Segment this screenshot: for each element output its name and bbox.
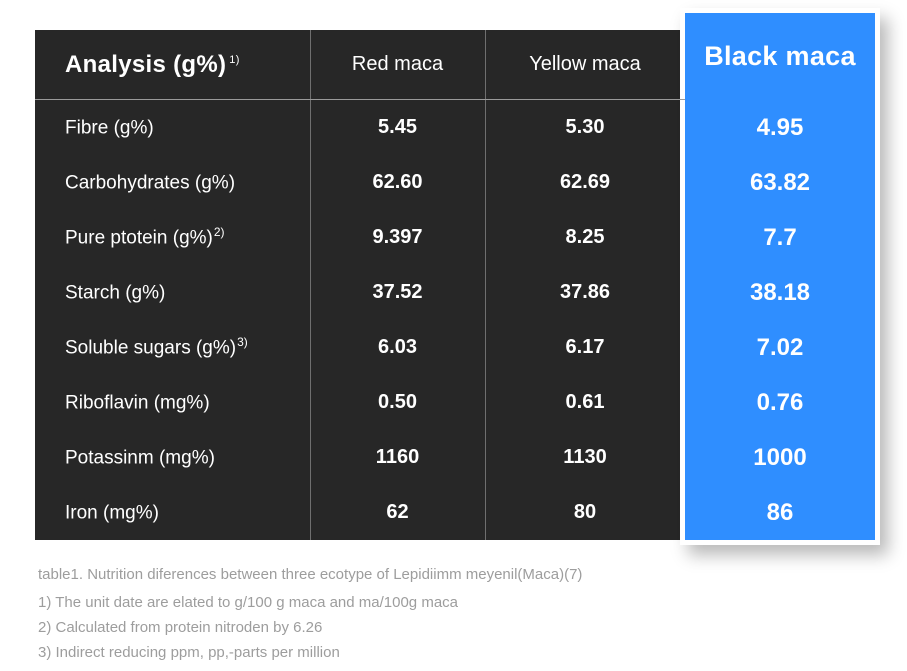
table-row: Starch (g%) 37.52 37.86	[35, 265, 685, 320]
footnote-2: 2) Calculated from protein nitroden by 6…	[38, 619, 323, 636]
table-caption: table1. Nutrition diferences between thr…	[38, 566, 583, 583]
analysis-footnote-marker: 1)	[229, 53, 240, 66]
black-maca-value: 63.82	[749, 168, 811, 196]
red-maca-column-header: Red maca	[351, 53, 444, 75]
red-maca-value: 6.03	[378, 336, 417, 358]
table-row: Riboflavin (mg%) 0.50 0.61	[35, 375, 685, 430]
table-row: Fibre (g%) 5.45 5.30	[35, 100, 685, 155]
column-divider	[310, 30, 311, 540]
row-label: Iron (mg%)	[65, 502, 159, 524]
yellow-maca-column-header: Yellow maca	[529, 53, 641, 75]
red-maca-value: 9.397	[372, 226, 423, 248]
red-maca-value: 1160	[375, 446, 420, 468]
yellow-maca-value: 6.17	[565, 336, 605, 358]
red-maca-value: 62.60	[372, 171, 423, 193]
row-label: Starch (g%)	[65, 282, 166, 304]
footnote-3: 3) Indirect reducing ppm, pp,-parts per …	[38, 644, 340, 661]
red-maca-value: 5.45	[378, 116, 417, 138]
row-label: Pure ptotein (g%)2)	[65, 225, 225, 249]
row-label: Fibre (g%)	[65, 117, 154, 139]
yellow-maca-value: 8.25	[565, 226, 605, 248]
footnotes-block: table1. Nutrition diferences between thr…	[38, 566, 858, 669]
analysis-header-label: Analysis (g%)	[65, 50, 227, 78]
black-maca-column-header: Black maca	[704, 41, 856, 71]
row-label: Potassinm (mg%)	[65, 447, 215, 469]
row-label: Soluble sugars (g%)3)	[65, 335, 248, 359]
yellow-maca-value: 80	[573, 501, 597, 523]
table-row: Pure ptotein (g%)2) 9.397 8.25	[35, 210, 685, 265]
footnote-marker: 2)	[213, 225, 225, 240]
footnote-1: 1) The unit date are elated to g/100 g m…	[38, 594, 458, 611]
table-row: Iron (mg%) 62 80	[35, 485, 685, 540]
table-header-row: Analysis (g%) 1) Red maca Yellow maca	[35, 30, 685, 100]
yellow-maca-value: 37.86	[559, 281, 611, 303]
analysis-column-header: Analysis (g%) 1)	[35, 51, 310, 79]
nutrition-table: Analysis (g%) 1) Red maca Yellow maca Fib…	[35, 30, 685, 540]
table-row: Soluble sugars (g%)3) 6.03 6.17	[35, 320, 685, 375]
yellow-maca-value: 62.69	[559, 171, 611, 193]
black-maca-value: 0.76	[756, 388, 804, 416]
black-maca-value: 7.7	[763, 223, 797, 251]
table-row: Carbohydrates (g%) 62.60 62.69	[35, 155, 685, 210]
red-maca-value: 62	[386, 501, 409, 523]
footnote-marker: 3)	[237, 335, 248, 350]
yellow-maca-value: 5.30	[565, 116, 605, 138]
row-label: Riboflavin (mg%)	[65, 392, 210, 414]
yellow-maca-value: 1130	[563, 446, 607, 468]
black-maca-value: 38.18	[749, 278, 811, 306]
black-maca-highlight-column: Black maca 4.95 63.82 7.7 38.18 7.02 0.7…	[680, 8, 880, 545]
black-maca-value: 7.02	[756, 333, 804, 361]
black-maca-value: 1000	[753, 443, 807, 471]
table-row: Potassinm (mg%) 1160 1130	[35, 430, 685, 485]
red-maca-value: 0.50	[378, 391, 417, 413]
black-maca-value: 4.95	[756, 113, 804, 141]
yellow-maca-value: 0.61	[565, 391, 605, 413]
column-divider	[485, 30, 486, 540]
black-maca-value: 86	[766, 498, 794, 526]
red-maca-value: 37.52	[372, 281, 423, 303]
row-label: Carbohydrates (g%)	[65, 172, 236, 194]
